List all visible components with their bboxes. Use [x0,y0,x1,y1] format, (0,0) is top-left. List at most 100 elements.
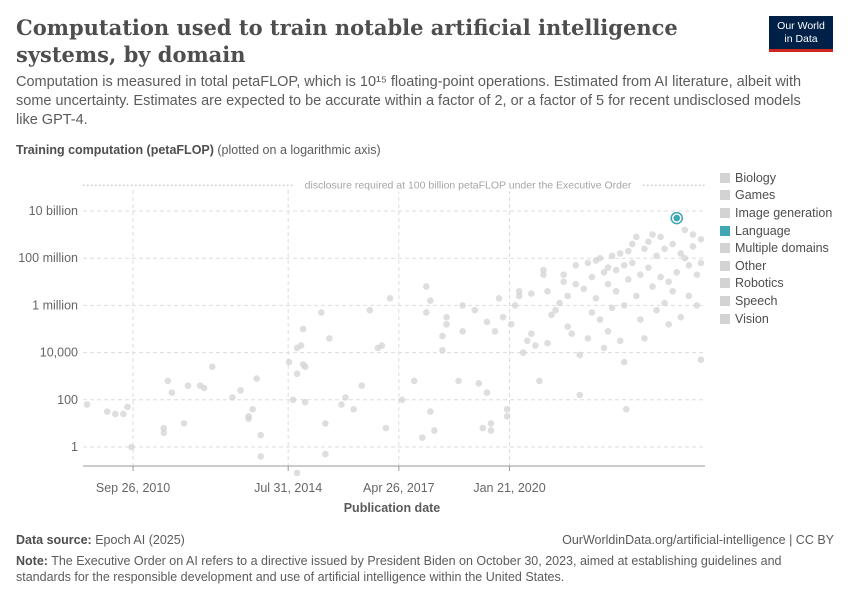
data-point [673,269,681,276]
data-point [471,306,479,314]
data-point [487,427,495,434]
data-point [645,238,652,245]
data-point [665,320,672,328]
data-point [628,240,636,248]
data-point [556,299,563,307]
data-point [326,335,333,342]
data-point [572,280,580,288]
data-point [697,259,705,267]
data-point [596,316,604,323]
y-tick-label: 100 [57,393,78,407]
legend-label: Speech [735,293,778,308]
data-point [536,377,543,385]
data-point [499,313,507,321]
legend-item-vision[interactable]: Vision [720,310,832,328]
data-point [568,330,576,338]
data-point [588,309,596,316]
data-point [669,240,676,248]
data-point [637,316,644,323]
legend-item-language[interactable]: Language [720,222,832,240]
data-point [515,287,523,295]
legend-item-multiple-domains[interactable]: Multiple domains [720,239,832,257]
data-point [544,339,551,347]
data-point [229,394,236,401]
legend-item-speech[interactable]: Speech [720,292,832,310]
data-point [439,346,446,354]
data-point [128,443,135,451]
data-point [540,271,547,279]
data-point [257,453,265,460]
data-point [548,311,555,319]
legend-label: Games [735,188,776,203]
source-url[interactable]: OurWorldinData.org/artificial-intelligen… [562,533,834,547]
data-source-label: Data source: [16,533,92,547]
data-point [633,233,640,241]
data-point [515,292,523,300]
legend-label: Multiple domains [735,241,829,256]
legend-swatch [720,295,730,306]
legend-item-other[interactable]: Other [720,257,832,275]
data-point [669,287,676,295]
data-point [649,283,656,290]
data-point [576,391,584,399]
data-point [382,424,390,432]
data-point [386,295,394,302]
y-axis-caption-rest: (plotted on a logarithmic axis) [213,143,381,157]
data-point [604,280,612,288]
data-point [507,320,515,328]
data-point [293,370,301,378]
data-point [418,434,426,441]
data-point [620,358,628,366]
y-tick-label: 10 billion [29,204,78,218]
data-point [689,243,697,250]
data-point [657,233,664,241]
legend-item-games[interactable]: Games [720,187,832,205]
data-point [608,304,616,312]
data-point [622,405,630,413]
data-point [317,309,325,316]
chart-title: Computation used to train notable artifi… [16,15,678,67]
data-point [584,259,592,267]
data-point [338,401,345,408]
x-tick-label: Apr 26, 2017 [363,481,435,495]
data-point [616,337,624,345]
data-point [624,276,632,283]
data-point [608,252,616,260]
highlighted-data-point [673,214,681,222]
data-point [657,273,664,281]
data-point [677,250,685,257]
data-point [628,259,636,267]
data-point [208,363,216,371]
data-point [358,382,365,389]
x-tick-label: Sep 26, 2010 [96,481,170,495]
data-point [257,431,265,439]
data-point [528,330,535,338]
data-point [112,410,119,418]
data-point [653,306,660,314]
data-point [443,320,450,328]
owid-logo[interactable]: Our World in Data [769,16,833,52]
data-point [560,271,567,279]
data-point [439,332,446,340]
data-point [431,427,438,434]
data-point [322,450,329,458]
legend-swatch [720,172,730,183]
data-point [600,344,608,352]
data-point [322,420,329,427]
legend-item-image-generation[interactable]: Image generation [720,204,832,222]
y-tick-label: 10,000 [40,346,78,360]
legend-label: Robotics [735,276,784,291]
legend-item-robotics[interactable]: Robotics [720,275,832,293]
logo-line-1: Our World [777,20,825,32]
data-point [487,420,495,427]
legend-swatch [720,278,730,289]
data-point [293,469,301,477]
legend-item-biology[interactable]: Biology [720,169,832,187]
data-point [398,396,406,404]
data-point [160,429,168,437]
legend-label: Image generation [735,205,833,220]
data-point [620,261,628,269]
data-point [443,313,450,321]
data-point [83,401,91,408]
data-point [604,264,612,271]
